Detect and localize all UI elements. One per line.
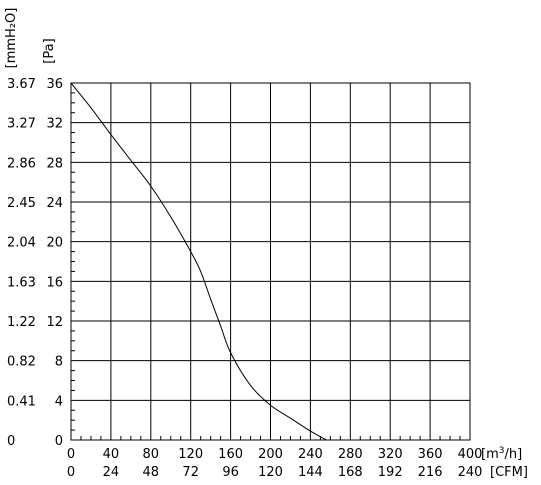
x-tick-label-cfm: 216 bbox=[418, 465, 443, 480]
x-axis-label-m3h-tail: /h] bbox=[504, 447, 522, 462]
x-tick-label-cfm: 0 bbox=[67, 465, 75, 480]
x-tick-label-m3h: 280 bbox=[338, 447, 363, 462]
x-tick-labels-m3h: 0 40 80 120 160 200 240 280 320 360 400 bbox=[67, 447, 483, 462]
y-tick-label-pa: 36 bbox=[46, 77, 63, 92]
x-tick-label-cfm: 120 bbox=[258, 465, 283, 480]
x-axis-label-m3h-sup: 3 bbox=[499, 446, 505, 456]
y-tick-label-mmh2o: 3.67 bbox=[7, 77, 36, 92]
y-tick-label-pa: 0 bbox=[55, 434, 63, 449]
x-tick-labels-cfm: 0 24 48 72 96 120 144 168 192 216 240 bbox=[67, 465, 483, 480]
x-tick-label-cfm: 24 bbox=[103, 465, 120, 480]
x-axis-label-cfm: [CFM] bbox=[490, 465, 528, 480]
x-tick-label-cfm: 48 bbox=[143, 465, 160, 480]
y-tick-label-pa: 12 bbox=[46, 315, 63, 330]
y-axis-label-pa: [Pa] bbox=[42, 38, 57, 63]
y-tick-label-mmh2o: 0.82 bbox=[7, 355, 36, 370]
x-tick-label-m3h: 200 bbox=[258, 447, 283, 462]
x-tick-label-cfm: 168 bbox=[338, 465, 363, 480]
x-tick-label-m3h: 120 bbox=[178, 447, 203, 462]
grid bbox=[71, 83, 470, 440]
y-tick-label-pa: 20 bbox=[46, 236, 63, 251]
x-tick-label-m3h: 80 bbox=[143, 447, 160, 462]
y-tick-labels-pa: 0 4 8 12 16 20 24 28 32 36 bbox=[46, 77, 63, 449]
y-tick-label-mmh2o: 2.86 bbox=[7, 156, 36, 171]
x-tick-label-m3h: 160 bbox=[218, 447, 243, 462]
y-tick-label-pa: 24 bbox=[46, 196, 63, 211]
pressure-flow-curve bbox=[70, 82, 327, 441]
x-tick-label-cfm: 96 bbox=[222, 465, 239, 480]
y-tick-label-mmh2o: 2.45 bbox=[7, 196, 36, 211]
x-tick-label-m3h: 40 bbox=[103, 447, 120, 462]
x-tick-label-m3h: 400 bbox=[458, 447, 483, 462]
x-tick-label-cfm: 144 bbox=[298, 465, 323, 480]
y-axis-label-mmh2o: [mmH₂O] bbox=[4, 8, 19, 69]
y-tick-label-mmh2o: 1.22 bbox=[7, 315, 36, 330]
y-tick-label-pa: 28 bbox=[46, 156, 63, 171]
x-tick-label-m3h: 320 bbox=[378, 447, 403, 462]
x-axis-label-m3h: [m3/h] bbox=[481, 446, 522, 462]
y-tick-label-pa: 8 bbox=[55, 355, 63, 370]
y-tick-label-mmh2o: 2.04 bbox=[7, 236, 36, 251]
y-tick-label-pa: 4 bbox=[55, 394, 63, 409]
y-tick-label-mmh2o: 3.27 bbox=[7, 117, 36, 132]
y-tick-label-mmh2o: 1.63 bbox=[7, 275, 36, 290]
x-tick-label-m3h: 360 bbox=[418, 447, 443, 462]
y-tick-label-pa: 32 bbox=[46, 117, 63, 132]
x-tick-label-cfm: 72 bbox=[182, 465, 199, 480]
x-tick-label-m3h: 240 bbox=[298, 447, 323, 462]
x-tick-label-cfm: 192 bbox=[378, 465, 403, 480]
y-tick-label-mmh2o: 0 bbox=[7, 434, 15, 449]
x-tick-label-m3h: 0 bbox=[67, 447, 75, 462]
x-axis-label-m3h-base: [m bbox=[481, 447, 499, 462]
y-tick-labels-mmh2o: 0 0.41 0.82 1.22 1.63 2.04 2.45 2.86 3.27 3.67 bbox=[7, 77, 36, 449]
y-tick-label-pa: 16 bbox=[46, 275, 63, 290]
minor-ticks bbox=[71, 92, 461, 440]
x-tick-label-cfm: 240 bbox=[458, 465, 483, 480]
y-tick-label-mmh2o: 0.41 bbox=[7, 394, 36, 409]
